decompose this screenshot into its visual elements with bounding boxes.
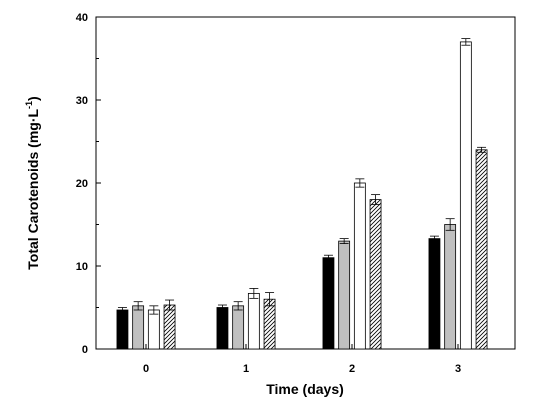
x-tick-label: 2 — [349, 363, 355, 375]
y-tick-label: 10 — [76, 261, 88, 273]
bar — [369, 199, 382, 350]
y-tick-label: 30 — [76, 95, 88, 107]
bar — [444, 224, 457, 350]
x-tick-label: 1 — [243, 363, 249, 375]
y-tick-label: 0 — [82, 344, 88, 356]
bar — [216, 307, 229, 350]
y-tick-label: 40 — [76, 12, 88, 24]
bar — [428, 238, 441, 350]
y-axis-title-superscript: -1 — [24, 101, 34, 109]
bar — [116, 309, 129, 350]
bar — [338, 240, 351, 350]
y-tick-label: 20 — [76, 178, 88, 190]
bar — [163, 304, 176, 350]
bar — [475, 149, 488, 350]
bar — [147, 309, 160, 350]
bar — [232, 305, 245, 350]
bar — [263, 298, 276, 350]
bar — [459, 41, 472, 350]
y-axis-title-close: ) — [25, 96, 41, 101]
y-axis-title: Total Carotenoids (mg·L-1) — [24, 96, 41, 269]
chart-marks — [116, 38, 488, 350]
bar — [322, 257, 335, 350]
x-axis-title: Time (days) — [266, 381, 344, 397]
bar — [247, 292, 260, 350]
x-tick-label: 0 — [143, 363, 149, 375]
plot-area: 0 10 20 30 40 0 1 2 3 — [76, 12, 516, 375]
x-tick-label: 3 — [455, 363, 461, 375]
y-axis-title-main: Total Carotenoids (mg·L — [25, 109, 41, 270]
bar — [353, 182, 366, 350]
bar — [132, 305, 145, 350]
